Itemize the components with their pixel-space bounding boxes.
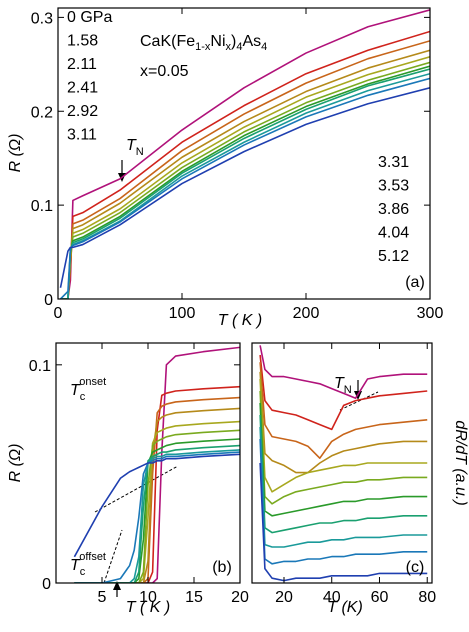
x-tick-label: 80 [418,589,436,606]
tc-offset-arrowhead [113,581,121,590]
x-tick-label: 200 [293,305,320,322]
x-tick-label: 300 [417,305,444,322]
series-line [259,426,428,548]
series-line [59,77,430,299]
panel-label: (c) [406,559,425,576]
panel-label: (a) [405,274,425,291]
legend-entry: 3.11 [67,127,97,144]
axes-frame [251,342,433,584]
legend-entry: 3.86 [378,201,409,218]
x-tick-label: 5 [98,589,107,606]
y-tick-label: 0 [42,576,51,593]
tc-onset-guide [94,465,179,513]
series-line [259,362,428,459]
x-tick-label: 40 [323,589,341,606]
series-line [259,378,428,493]
legend-entry: 1.58 [67,33,98,50]
legend-entry: 3.31 [378,154,409,171]
legend-entry: 5.12 [378,248,409,265]
series-line [60,40,430,299]
doping-label: x=0.05 [140,63,189,80]
x-tick-label: 100 [169,305,196,322]
x-axis-label: T (K) [327,599,363,616]
plot-area [259,345,428,582]
legend-entry: 2.41 [67,80,98,97]
x-tick-label: 15 [185,589,203,606]
y-tick-label: 0 [44,292,53,309]
y-axis-label: dR/dT (a.u.) [452,420,469,505]
legend-entry: 0 GPa [67,9,112,26]
series-line [259,438,428,565]
series-line [60,30,430,299]
series-line [74,444,240,583]
series-line [74,429,240,583]
series-line [60,72,430,299]
plot-area [73,346,240,583]
tc-offset-guide [103,529,123,584]
plot-area [59,9,430,299]
series-line [60,9,430,299]
x-tick-label: 20 [275,589,293,606]
x-tick-label: 0 [54,305,63,322]
series-line [60,68,430,299]
neel-label: TN [334,375,352,396]
x-axis-label: T ( K ) [218,312,262,329]
series-line [73,453,240,558]
y-tick-label: 0.3 [31,10,53,27]
series-line [259,414,428,534]
neel-label: TN [126,137,144,158]
series-line [59,87,430,288]
series-line [74,346,240,583]
series-line [259,462,428,582]
series-line [60,65,430,299]
legend-entry: 2.92 [67,103,98,120]
tc-onset-label: Tconset [70,376,106,403]
y-tick-label: 0.1 [29,358,51,375]
series-line [74,420,240,583]
y-axis-label: R (Ω) [7,134,24,173]
series-line [74,385,240,583]
neel-guide [339,391,379,411]
x-tick-label: 60 [371,589,389,606]
x-tick-label: 20 [231,589,249,606]
tc-offset-label: Tcoffset [70,551,106,578]
legend-entry: 4.04 [378,225,409,242]
compound-formula: CaK(Fe1-xNix)4As4 [140,33,267,53]
series-line [259,345,428,399]
x-tick-label: 10 [139,589,157,606]
legend-entry: 2.11 [67,56,97,73]
series-line [74,407,240,583]
series-line [259,354,428,431]
y-tick-label: 0.2 [31,104,53,121]
axes-frame [57,7,431,300]
x-axis-label: T ( K ) [126,599,170,616]
legend-entry: 3.53 [378,178,409,195]
y-axis-label: R (Ω) [7,444,24,483]
series-line [259,371,428,474]
series-line [259,390,428,505]
series-line [259,402,428,517]
panel-label: (b) [212,559,232,576]
y-tick-label: 0.1 [31,198,53,215]
